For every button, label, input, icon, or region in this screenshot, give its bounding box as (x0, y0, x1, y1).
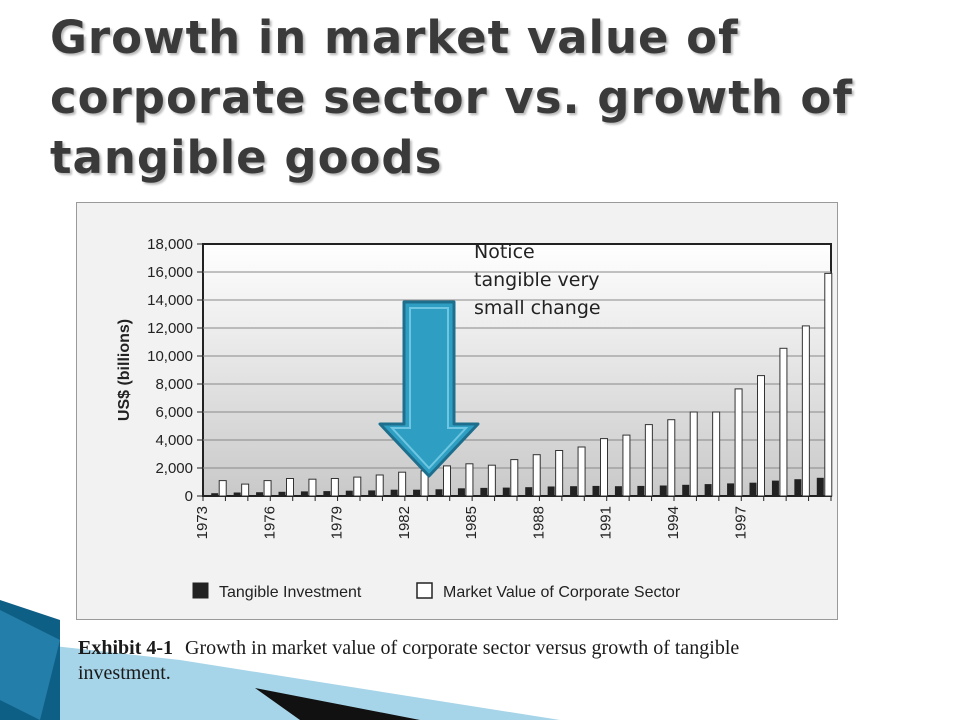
bar-tangible (704, 484, 712, 496)
y-tick-label: 0 (185, 488, 193, 505)
bar-tangible (345, 490, 353, 496)
bar-tangible (749, 482, 757, 496)
figure-caption: Exhibit 4-1 Growth in market value of cor… (78, 636, 818, 686)
slide-title: Growth in market value of corporate sect… (50, 11, 853, 184)
decoration-light-band (0, 640, 560, 720)
y-tick-label: 12,000 (147, 320, 193, 337)
bar-tangible (300, 491, 308, 496)
bar-tangible (682, 484, 690, 496)
y-axis-label: US$ (billions) (116, 319, 133, 421)
bar-tangible (323, 491, 331, 496)
bar-market-value (330, 478, 339, 497)
decoration-mid-band (0, 610, 60, 720)
bar-tangible (659, 485, 667, 496)
down-arrow-highlight (389, 307, 469, 470)
bar-market-value (465, 463, 474, 497)
down-arrow-shape (378, 300, 480, 478)
chart-figure: 0 2,000 4,000 6,000 8,000 10,000 12,000 14,000 1… (76, 202, 838, 620)
y-tick-label: 6,000 (155, 404, 193, 421)
bar-market-value (577, 446, 586, 497)
bar-market-value (398, 471, 407, 497)
bar-market-value (218, 480, 227, 497)
y-tick-label: 14,000 (147, 292, 193, 309)
bar-market-value (443, 465, 451, 497)
annotation-text: Notice tangible very small change (474, 241, 601, 319)
bar-market-value (689, 411, 698, 497)
legend-swatch-market (416, 582, 433, 599)
bar-market-value (532, 454, 541, 497)
bar-tangible (525, 487, 533, 496)
y-tick-label: 4,000 (155, 432, 193, 449)
bar-market-value (286, 478, 294, 497)
x-tick-label: 1973 (194, 506, 211, 539)
legend-label-market: Market Value of Corporate Sector (443, 584, 681, 601)
x-tick-label: 1982 (396, 506, 413, 539)
bar-tangible (637, 485, 645, 496)
legend-label-tangible: Tangible Investment (219, 584, 362, 601)
bar-market-value (375, 474, 384, 497)
bar-tangible (570, 486, 578, 496)
bar-tangible (727, 483, 735, 496)
y-tick-label: 10,000 (147, 348, 193, 365)
x-tick-label: 1979 (329, 506, 346, 539)
bar-tangible (390, 489, 398, 496)
bar-tangible (547, 486, 555, 496)
bar-market-value (622, 434, 631, 497)
caption-text: Growth in market value of corporate sect… (78, 637, 740, 684)
decoration-black-wedge (255, 688, 420, 720)
x-tick-label: 1997 (732, 506, 749, 539)
bar-market-value (487, 464, 496, 497)
bars (211, 272, 833, 497)
bar-market-value (644, 424, 653, 497)
bar-tangible (480, 487, 488, 496)
bar-market-value (667, 419, 676, 497)
y-axis-ticks: 0 2,000 4,000 6,000 8,000 10,000 12,000 14,000 1… (147, 236, 203, 505)
bar-market-value (801, 325, 810, 497)
bar-tangible (233, 492, 241, 496)
bar-market-value (263, 480, 272, 497)
caption-label: Exhibit 4-1 (78, 637, 174, 659)
bar-tangible (794, 479, 802, 496)
bar-market-value (734, 388, 743, 497)
bar-market-value (779, 347, 788, 497)
x-tick-label: 1991 (598, 506, 615, 539)
legend-swatch-tangible (192, 582, 209, 599)
bar-market-value (824, 272, 833, 497)
bar-chart: 0 2,000 4,000 6,000 8,000 10,000 12,000 14,000 1… (116, 236, 833, 601)
bar-tangible (592, 485, 600, 496)
bar-market-value (353, 476, 362, 497)
bar-tangible (771, 480, 779, 496)
bar-tangible (211, 493, 219, 496)
bar-tangible (413, 489, 421, 496)
bar-tangible (278, 491, 286, 496)
bar-tangible (614, 486, 622, 496)
y-tick-label: 16,000 (147, 264, 193, 281)
x-tick-label: 1976 (261, 506, 278, 539)
x-axis-ticks: 1973 1976 1979 1982 1985 1988 1991 1994 1997 (194, 496, 832, 539)
bar-market-value (308, 478, 317, 497)
x-tick-label: 1994 (665, 506, 682, 539)
x-tick-label: 1985 (463, 506, 480, 539)
chart-legend: Tangible Investment Market Value of Corp… (192, 582, 681, 601)
bar-market-value (712, 411, 721, 497)
y-tick-label: 2,000 (155, 460, 193, 477)
x-tick-label: 1988 (530, 506, 547, 539)
bar-tangible (816, 477, 824, 496)
bar-tangible (368, 490, 376, 496)
bar-market-value (555, 450, 564, 497)
bar-tangible (256, 492, 264, 496)
bar-tangible (435, 489, 443, 496)
bar-market-value (241, 483, 250, 497)
bar-market-value (757, 375, 765, 497)
bar-market-value (600, 438, 608, 497)
bar-tangible (457, 488, 465, 496)
y-tick-label: 8,000 (155, 376, 193, 393)
bar-tangible (502, 487, 510, 496)
y-tick-label: 18,000 (147, 236, 193, 253)
bar-market-value (510, 459, 519, 497)
down-arrow (378, 300, 480, 478)
gridlines (203, 271, 831, 469)
